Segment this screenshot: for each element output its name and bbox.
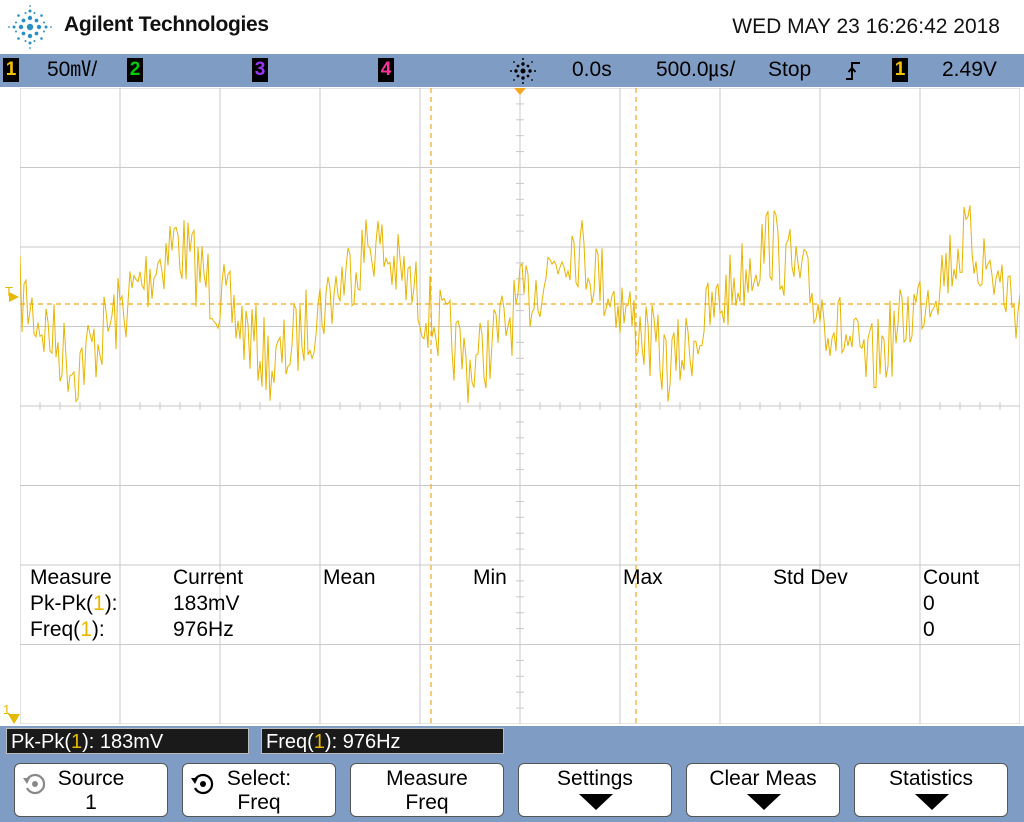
- channel-4-badge[interactable]: 4: [378, 58, 394, 82]
- clear-meas-label: Clear Meas: [709, 767, 817, 790]
- channel-1-ground-marker: 1: [3, 702, 11, 717]
- measurement-count: 0: [923, 592, 935, 615]
- clear-meas-button[interactable]: Clear Meas: [686, 763, 840, 817]
- channel-1-badge[interactable]: 1: [3, 58, 19, 82]
- channel-1-scale: 50㎷/: [47, 58, 98, 81]
- agilent-spark-logo: [8, 5, 52, 49]
- rotary-knob-icon: [23, 773, 46, 795]
- header-bar: Agilent Technologies WED MAY 23 16:26:42…: [0, 0, 1024, 54]
- run-state: Stop: [768, 58, 812, 81]
- measure-label: Measure: [386, 767, 468, 790]
- table-row: Pk-Pk(1): 183mV 0: [30, 592, 1020, 616]
- down-arrow-icon: [579, 794, 613, 810]
- acquisition-spark-icon: [510, 58, 536, 84]
- measurement-count: 0: [923, 618, 935, 641]
- settings-label: Settings: [557, 767, 633, 790]
- timebase-scale: 500.0㎲/: [656, 58, 736, 81]
- softkey-bar: Source 1 Select: Freq Measure Freq Setti…: [0, 760, 1024, 822]
- channel-2-badge[interactable]: 2: [127, 58, 143, 82]
- col-count: Count: [923, 566, 980, 589]
- brand-name: Agilent Technologies: [64, 13, 269, 36]
- down-arrow-icon: [915, 794, 949, 810]
- channel-3-badge[interactable]: 3: [252, 58, 268, 82]
- trigger-level-marker: T: [5, 284, 13, 299]
- measurement-current: 183mV: [173, 592, 240, 615]
- col-current: Current: [173, 566, 244, 589]
- settings-button[interactable]: Settings: [518, 763, 672, 817]
- col-std-dev: Std Dev: [773, 566, 848, 589]
- col-mean: Mean: [323, 566, 376, 589]
- horizontal-delay: 0.0s: [572, 58, 612, 81]
- measure-value: Freq: [405, 791, 449, 814]
- source-button[interactable]: Source 1: [14, 763, 168, 817]
- measurement-name: Freq(1):: [30, 618, 105, 641]
- status-bar: 1 50㎷/ 2 3 4 0.0s 500.0㎲/ Stop 1 2.49V: [0, 54, 1024, 87]
- readout-freq: Freq(1): 976Hz: [261, 728, 504, 754]
- statistics-button[interactable]: Statistics: [854, 763, 1008, 817]
- table-row: Freq(1): 976Hz 0: [30, 618, 1020, 642]
- rotary-knob-icon: [191, 773, 214, 795]
- select-button[interactable]: Select: Freq: [182, 763, 336, 817]
- measurement-current: 976Hz: [173, 618, 234, 641]
- measure-freq-button[interactable]: Measure Freq: [350, 763, 504, 817]
- source-label: Source: [57, 767, 125, 790]
- statistics-label: Statistics: [888, 767, 974, 790]
- col-max: Max: [623, 566, 663, 589]
- trigger-level-arrow-icon: [9, 292, 19, 302]
- rising-edge-icon: [846, 62, 860, 80]
- select-value: Freq: [237, 791, 281, 814]
- waveform-display[interactable]: [20, 88, 1020, 724]
- ground-arrow-icon: [8, 714, 20, 724]
- trigger-source-badge[interactable]: 1: [892, 58, 908, 82]
- channel-1-trace: [20, 205, 1020, 403]
- down-arrow-icon: [747, 794, 781, 810]
- graticule-ticks: [20, 88, 1020, 724]
- source-value: 1: [85, 791, 97, 814]
- date-time: WED MAY 23 16:26:42 2018: [732, 15, 1000, 38]
- table-header-row: Measure Current Mean Min Max Std Dev Cou…: [30, 566, 1020, 590]
- trigger-time-marker: [514, 88, 526, 95]
- readout-pk-pk: Pk-Pk(1): 183mV: [6, 728, 249, 754]
- col-measure: Measure: [30, 566, 112, 589]
- trigger-level: 2.49V: [942, 58, 997, 81]
- measurement-name: Pk-Pk(1):: [30, 592, 118, 615]
- select-label: Select:: [226, 767, 292, 790]
- col-min: Min: [473, 566, 507, 589]
- measurement-readout-bar: Pk-Pk(1): 183mV Freq(1): 976Hz: [0, 726, 1024, 760]
